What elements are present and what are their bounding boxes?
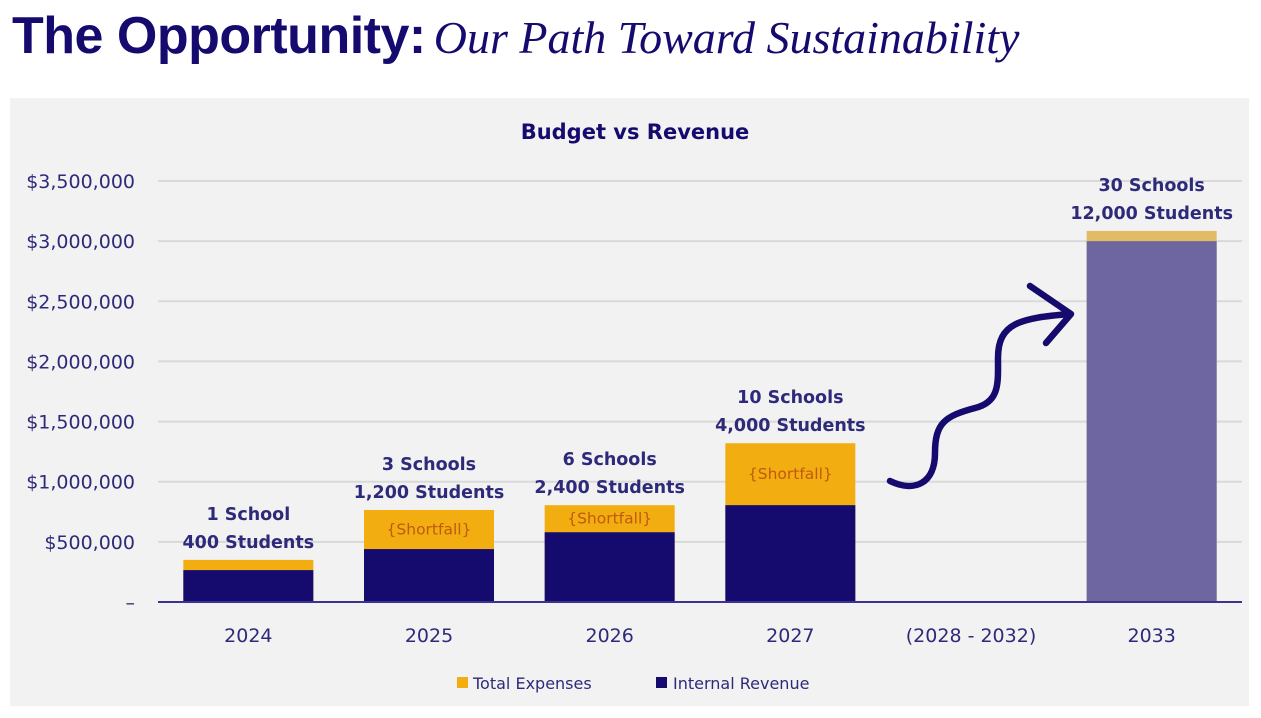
growth-arrow-icon — [886, 310, 1074, 490]
y-tick-label: $1,000,000 — [26, 472, 135, 494]
x-tick-label: (2028 - 2032) — [906, 625, 1036, 647]
title-subtitle: Our Path Toward Sustainability — [433, 12, 1020, 63]
schools-label: 6 Schools — [563, 450, 657, 470]
schools-label: 1 School — [206, 505, 290, 525]
shortfall-label: {Shortfall} — [748, 465, 833, 483]
students-label: 4,000 Students — [715, 416, 866, 436]
y-tick-label: $3,500,000 — [26, 171, 135, 193]
x-tick-label: 2027 — [766, 625, 814, 647]
legend-label-internal-revenue: Internal Revenue — [673, 674, 809, 693]
bar-internal-revenue — [183, 570, 314, 602]
x-tick-label: 2026 — [585, 625, 633, 647]
x-tick-label: 2033 — [1127, 625, 1175, 647]
students-label: 400 Students — [182, 533, 314, 553]
title-main: The Opportunity: — [12, 7, 426, 65]
shortfall-label: {Shortfall} — [567, 510, 652, 528]
y-tick-label: – — [126, 592, 136, 614]
students-label: 2,400 Students — [534, 478, 685, 498]
page-title: The Opportunity: Our Path Toward Sustaina… — [12, 6, 1019, 66]
students-label: 1,200 Students — [354, 483, 505, 503]
y-tick-label: $2,000,000 — [26, 351, 135, 373]
shortfall-label: {Shortfall} — [387, 521, 472, 539]
schools-label: 3 Schools — [382, 455, 476, 475]
y-tick-label: $2,500,000 — [26, 291, 135, 313]
y-tick-label: $1,500,000 — [26, 412, 135, 434]
y-tick-label: $500,000 — [44, 532, 135, 554]
legend-swatch-internal-revenue — [656, 677, 667, 688]
chart-title: Budget vs Revenue — [521, 120, 750, 144]
bar-internal-revenue — [544, 532, 675, 602]
schools-label: 10 Schools — [737, 388, 843, 408]
bar-internal-revenue — [1086, 241, 1217, 602]
bar-internal-revenue — [725, 505, 856, 602]
budget-vs-revenue-chart: Budget vs Revenue – $500,000 $1,000,000 $1,5… — [26, 120, 1242, 693]
legend-swatch-total-expenses — [457, 677, 468, 688]
legend-label-total-expenses: Total Expenses — [472, 674, 592, 693]
chart-panel: Budget vs Revenue – $500,000 $1,000,000 $1,5… — [10, 98, 1249, 706]
schools-label: 30 Schools — [1098, 176, 1204, 196]
x-tick-label: 2024 — [224, 625, 272, 647]
students-label: 12,000 Students — [1070, 204, 1233, 224]
growth-arrow-head-icon — [1026, 282, 1075, 347]
x-tick-label: 2025 — [405, 625, 453, 647]
y-tick-label: $3,000,000 — [26, 231, 135, 253]
bar-internal-revenue — [364, 549, 494, 602]
